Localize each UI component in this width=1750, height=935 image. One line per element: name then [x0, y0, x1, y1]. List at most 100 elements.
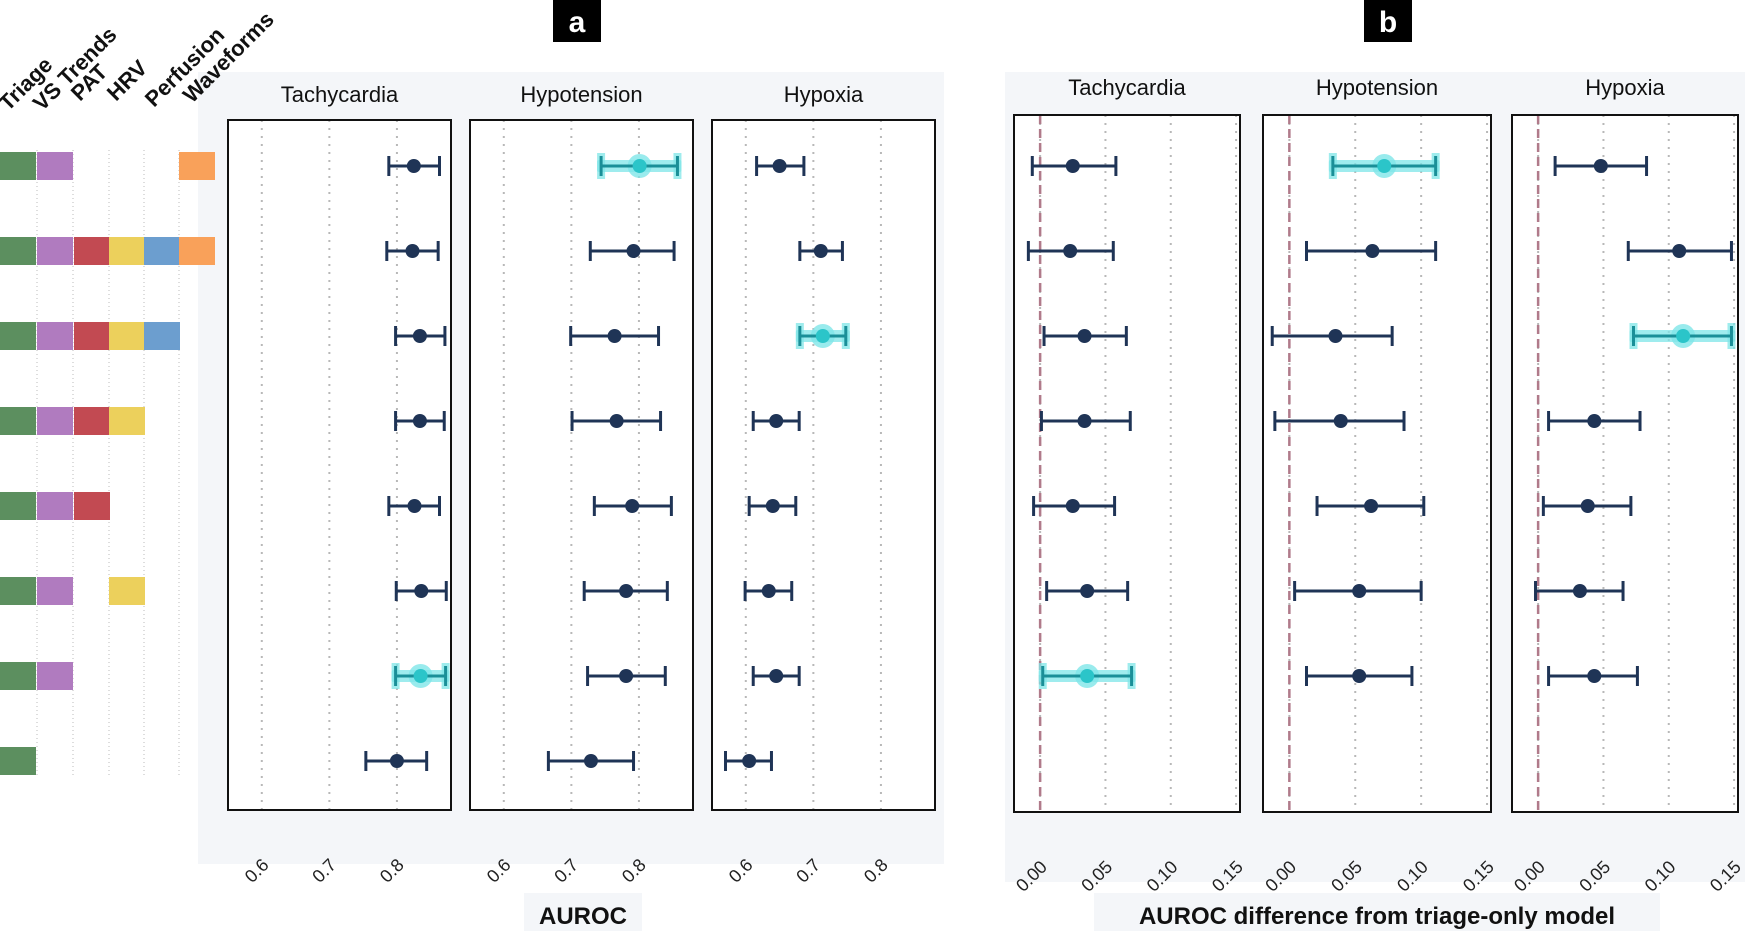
data-point-row-3 — [795, 323, 850, 349]
data-point-row-2 — [1026, 241, 1115, 261]
point-estimate — [632, 159, 647, 173]
feature-cell-vs-trends — [37, 407, 73, 435]
point-estimate — [626, 244, 641, 258]
feature-cell-pat — [74, 237, 110, 265]
data-point-row-6 — [582, 581, 669, 601]
point-estimate — [772, 159, 787, 173]
data-point-row-1 — [1553, 156, 1649, 176]
data-point-row-6 — [1045, 581, 1130, 601]
data-point-row-3 — [569, 326, 661, 346]
axis-title-b: AUROC difference from triage-only model — [1139, 903, 1615, 930]
feature-cell-hrv — [109, 407, 145, 435]
data-point-row-6 — [1534, 581, 1625, 601]
data-point-row-7 — [1304, 666, 1414, 686]
data-point-row-6 — [394, 581, 448, 601]
point-estimate — [389, 754, 404, 768]
point-estimate — [1587, 669, 1602, 683]
data-point-row-2 — [588, 241, 676, 261]
feature-cell-triage — [0, 662, 36, 690]
axis-title-a: AUROC — [539, 903, 627, 930]
data-point-row-2 — [1626, 241, 1733, 261]
data-point-row-3 — [1270, 326, 1394, 346]
plot-frame — [469, 119, 694, 811]
data-point-row-3 — [1042, 326, 1128, 346]
point-estimate — [1063, 244, 1078, 258]
plot-frame — [1013, 114, 1241, 813]
point-estimate — [619, 584, 634, 598]
data-point-row-6 — [1293, 581, 1423, 601]
point-estimate — [1572, 584, 1587, 598]
feature-cell-hrv — [109, 577, 145, 605]
point-estimate — [765, 499, 780, 513]
point-estimate — [1328, 329, 1343, 343]
data-point-row-4 — [570, 411, 663, 431]
feature-cell-vs-trends — [37, 237, 73, 265]
data-point-row-1 — [1328, 153, 1440, 179]
point-estimate — [407, 499, 422, 513]
point-estimate — [1077, 414, 1092, 428]
point-estimate — [1080, 669, 1095, 683]
data-point-row-5 — [747, 496, 798, 516]
point-estimate — [414, 584, 429, 598]
data-point-row-4 — [1273, 411, 1406, 431]
data-point-row-4 — [1039, 411, 1132, 431]
plot-area — [470, 120, 693, 810]
point-estimate — [607, 329, 622, 343]
feature-cell-vs-trends — [37, 322, 73, 350]
feature-cell-triage — [0, 407, 36, 435]
point-estimate — [769, 669, 784, 683]
point-estimate — [1593, 159, 1608, 173]
plot-area — [712, 120, 935, 810]
point-estimate — [1364, 499, 1379, 513]
point-estimate — [1080, 584, 1095, 598]
point-estimate — [742, 754, 757, 768]
point-estimate — [406, 159, 421, 173]
plot-area — [1014, 115, 1240, 812]
point-estimate — [769, 414, 784, 428]
data-point-row-2 — [798, 241, 844, 261]
plot-area — [1512, 115, 1738, 812]
point-estimate — [619, 669, 634, 683]
data-point-row-8 — [724, 751, 773, 771]
feature-cell-waveforms — [179, 152, 215, 180]
data-point-row-5 — [1541, 496, 1633, 516]
plot-frame — [1511, 114, 1739, 813]
panel-b-letter: b — [1364, 0, 1412, 42]
point-estimate — [1672, 244, 1687, 258]
feature-cell-triage — [0, 577, 36, 605]
feature-cell-pat — [74, 407, 110, 435]
data-point-row-4 — [394, 411, 446, 431]
data-point-row-1 — [387, 156, 442, 176]
point-estimate — [609, 414, 624, 428]
data-point-row-6 — [743, 581, 794, 601]
data-point-row-7 — [751, 666, 801, 686]
feature-cell-waveforms — [179, 237, 215, 265]
point-estimate — [1352, 669, 1367, 683]
point-estimate — [1676, 329, 1691, 343]
point-estimate — [1377, 159, 1392, 173]
data-point-row-1 — [597, 153, 682, 179]
feature-cell-triage — [0, 237, 36, 265]
point-estimate — [761, 584, 776, 598]
point-estimate — [1333, 414, 1348, 428]
data-point-row-3 — [394, 326, 447, 346]
panel-a-label: a — [569, 6, 586, 39]
point-estimate — [1077, 329, 1092, 343]
data-point-row-7 — [1547, 666, 1639, 686]
feature-cell-hrv — [109, 237, 145, 265]
axis-title-b-background — [1094, 893, 1660, 931]
point-estimate — [813, 244, 828, 258]
point-estimate — [1365, 244, 1380, 258]
point-estimate — [583, 754, 598, 768]
point-estimate — [413, 669, 428, 683]
point-estimate — [815, 329, 830, 343]
point-estimate — [412, 414, 427, 428]
point-estimate — [1065, 159, 1080, 173]
data-point-row-2 — [385, 241, 440, 261]
